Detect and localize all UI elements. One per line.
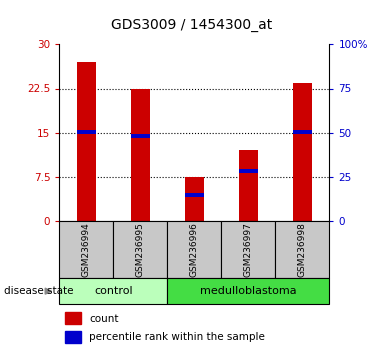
Bar xyxy=(221,221,275,278)
Bar xyxy=(293,130,312,133)
Bar xyxy=(77,62,96,221)
Bar xyxy=(59,221,113,278)
Text: disease state: disease state xyxy=(4,286,73,296)
Text: control: control xyxy=(94,286,133,296)
Text: GSM236996: GSM236996 xyxy=(190,222,199,277)
Text: GSM236994: GSM236994 xyxy=(82,222,91,277)
Bar xyxy=(167,278,329,304)
Bar xyxy=(185,177,204,221)
Bar xyxy=(65,331,81,343)
Bar xyxy=(131,88,150,221)
Text: percentile rank within the sample: percentile rank within the sample xyxy=(89,332,265,342)
Text: count: count xyxy=(89,314,119,324)
Text: GDS3009 / 1454300_at: GDS3009 / 1454300_at xyxy=(111,18,272,32)
Bar xyxy=(275,221,329,278)
Bar xyxy=(239,150,258,221)
Bar xyxy=(131,133,150,138)
Bar xyxy=(59,278,167,304)
Bar xyxy=(113,221,167,278)
Bar xyxy=(77,130,96,133)
Bar xyxy=(65,312,81,324)
Bar xyxy=(167,221,221,278)
Text: GSM236997: GSM236997 xyxy=(244,222,253,277)
Text: GSM236995: GSM236995 xyxy=(136,222,145,277)
Bar xyxy=(185,193,204,197)
Text: medulloblastoma: medulloblastoma xyxy=(200,286,297,296)
Bar xyxy=(239,169,258,173)
Text: GSM236998: GSM236998 xyxy=(298,222,307,277)
Bar xyxy=(293,82,312,221)
